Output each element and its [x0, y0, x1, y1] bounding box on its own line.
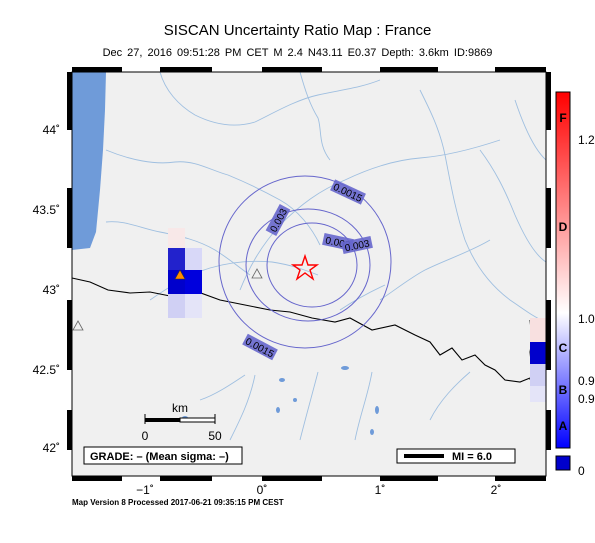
svg-text:MI = 6.0: MI = 6.0 — [452, 451, 492, 463]
colorbar-letter: B — [559, 383, 568, 397]
colorbar-value: 0 — [578, 464, 585, 478]
colorbar-letter: D — [559, 220, 568, 234]
map-title: SISCAN Uncertainty Ratio Map : France — [163, 22, 432, 39]
lat-tick-label: 42.5˚ — [33, 363, 60, 377]
colorbar-value: 1.2 — [578, 133, 595, 147]
svg-text:km: km — [172, 401, 188, 415]
colorbar-letter: A — [559, 419, 568, 433]
latitude-labels: 44˚ 43.5˚ 43˚ 42.5˚ 42˚ — [33, 123, 60, 455]
station-triangle — [174, 269, 186, 280]
scale-bar: km 0 50 — [142, 401, 222, 443]
lat-tick-label: 43˚ — [43, 283, 60, 297]
map-frame — [67, 67, 551, 481]
colorbar-value: 1.0 — [578, 312, 595, 326]
processing-info: Map Version 8 Processed 2017-06-21 09:35… — [72, 498, 284, 507]
border-line — [71, 277, 531, 383]
svg-text:GRADE: – (Mean sigma: –): GRADE: – (Mean sigma: –) — [90, 451, 229, 463]
lon-tick-label: 2˚ — [491, 483, 502, 497]
uncertainty-grid — [168, 228, 546, 402]
epicenter-star-icon — [290, 253, 320, 281]
station-triangle — [72, 320, 84, 331]
lat-tick-label: 43.5˚ — [33, 203, 60, 217]
uncertainty-contours — [218, 175, 392, 349]
lat-tick-label: 42˚ — [43, 441, 60, 455]
land-area — [72, 72, 546, 476]
mi-legend: MI = 6.0 — [396, 448, 516, 464]
lon-tick-label: −1˚ — [136, 483, 154, 497]
svg-text:0.003: 0.003 — [344, 238, 371, 254]
colorbar-letter: C — [559, 341, 568, 355]
colorbar-value: 0.9 — [578, 374, 595, 388]
lon-tick-label: 1˚ — [375, 483, 386, 497]
svg-text:50: 50 — [208, 429, 222, 443]
bay-of-biscay-water — [72, 72, 106, 250]
colorbar-letter: F — [559, 111, 566, 125]
colorbar: F D C B A 1.2 1.0 0.9 0.9 0 — [555, 91, 595, 478]
colorbar-value: 0.9 — [578, 392, 595, 406]
longitude-labels: −1˚ 0˚ 1˚ 2˚ — [136, 483, 501, 497]
event-info: Dec 27, 2016 09:51:28 PM CET M 2.4 N43.1… — [102, 47, 493, 59]
lon-tick-label: 0˚ — [257, 483, 268, 497]
seismic-stations — [72, 268, 263, 331]
grade-box: GRADE: – (Mean sigma: –) — [83, 446, 243, 465]
lat-tick-label: 44˚ — [43, 123, 60, 137]
station-triangle — [251, 268, 263, 279]
svg-text:0: 0 — [142, 429, 149, 443]
